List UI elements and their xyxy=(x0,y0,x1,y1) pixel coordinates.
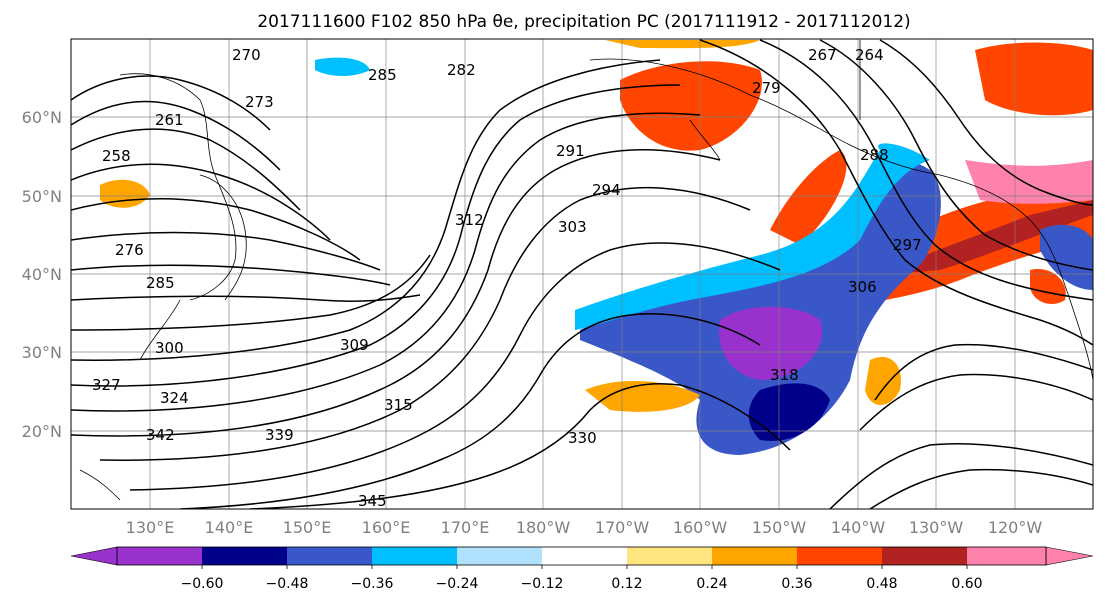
colorbar-tick-label: −0.24 xyxy=(436,576,479,592)
colorbar-swatch xyxy=(117,547,202,565)
contour-label: 285 xyxy=(146,274,175,292)
shade-canada-orange xyxy=(975,42,1093,116)
contour-label: 258 xyxy=(102,147,131,165)
colorbar-extend-low xyxy=(70,546,118,566)
figure-title: 2017111600 F102 850 hPa θe, precipitatio… xyxy=(257,12,910,32)
shade-sea-of-okhotsk-blue xyxy=(315,57,370,76)
shade-ne-pacific-core xyxy=(880,200,1093,275)
contour-label: 264 xyxy=(855,46,884,64)
colorbar-swatch xyxy=(372,547,457,565)
contour-label: 345 xyxy=(358,492,387,510)
contour-label: 273 xyxy=(245,93,274,111)
lon-label: 170°W xyxy=(595,518,650,537)
lat-label: 20°N xyxy=(22,422,62,441)
colorbar-swatch xyxy=(627,547,712,565)
colorbar-tick-label: −0.48 xyxy=(266,576,309,592)
contour-label: 297 xyxy=(893,236,922,254)
lon-label: 140°W xyxy=(831,518,886,537)
contour-label: 309 xyxy=(340,336,369,354)
lat-label: 40°N xyxy=(22,265,62,284)
colorbar-tick-label: −0.36 xyxy=(351,576,394,592)
shade-japan-orange xyxy=(100,179,150,208)
contour-label: 318 xyxy=(770,366,799,384)
colorbar-swatch xyxy=(457,547,542,565)
contour-label: 327 xyxy=(92,376,121,394)
colorbar-tick-label: 0.24 xyxy=(696,576,727,592)
shade-alaska-orange xyxy=(620,61,762,151)
colorbar-tick-label: −0.60 xyxy=(181,576,224,592)
colorbar-swatch xyxy=(882,547,967,565)
shade-navy-core xyxy=(748,383,830,441)
colorbar-tick-label: 0.60 xyxy=(951,576,982,592)
contour-label: 294 xyxy=(592,181,621,199)
longitude-labels: 130°E 140°E 150°E 160°E 170°E 180°W 170°… xyxy=(126,518,1043,537)
colorbar-swatch xyxy=(797,547,882,565)
contour-label: 291 xyxy=(556,142,585,160)
contour-label: 306 xyxy=(848,278,877,296)
contour-labels: 270 282 285 291 294 303 312 309 315 318 … xyxy=(92,46,922,510)
contour-label: 282 xyxy=(447,61,476,79)
colorbar-extend-high xyxy=(1045,546,1094,566)
contour-label: 330 xyxy=(568,429,597,447)
contour-label: 342 xyxy=(146,426,175,444)
shade-alaska-yellow xyxy=(605,40,760,49)
colorbar-ticks xyxy=(201,565,968,569)
colorbar-tick-label: −0.12 xyxy=(521,576,564,592)
lon-label: 180°W xyxy=(516,518,571,537)
colorbar-frame xyxy=(116,546,1047,566)
shade-east-pacific-orange xyxy=(865,356,901,405)
colorbar-swatch xyxy=(967,547,1046,565)
contour-label: 312 xyxy=(455,211,484,229)
colorbar-tick-label: 0.48 xyxy=(866,576,897,592)
contour-label: 270 xyxy=(232,46,261,64)
theta-e-contours xyxy=(71,39,1093,509)
contour-label: 267 xyxy=(808,46,837,64)
contour-label: 300 xyxy=(155,339,184,357)
colorbar-swatch xyxy=(542,547,627,565)
map-frame xyxy=(70,38,1094,510)
lon-label: 160°E xyxy=(362,518,411,537)
contour-label: 315 xyxy=(384,396,413,414)
colorbar-tick-label: 0.12 xyxy=(611,576,642,592)
shade-california-orange xyxy=(1030,269,1066,305)
shade-gulf-alaska-orange xyxy=(770,150,847,245)
lon-label: 150°W xyxy=(752,518,807,537)
lon-label: 130°E xyxy=(126,518,175,537)
lon-label: 120°W xyxy=(988,518,1043,537)
colorbar-tick-label: 0.36 xyxy=(781,576,812,592)
shade-purple-core xyxy=(719,306,822,380)
contour-label: 285 xyxy=(368,66,397,84)
lat-label: 60°N xyxy=(22,108,62,127)
lon-label: 130°W xyxy=(909,518,964,537)
lat-label: 50°N xyxy=(22,187,62,206)
shade-hawaii-orange xyxy=(585,380,700,412)
lon-label: 170°E xyxy=(441,518,490,537)
latitude-labels: 60°N 50°N 40°N 30°N 20°N xyxy=(22,108,62,441)
shade-central-pacific-light xyxy=(575,143,930,330)
colorbar-swatch xyxy=(287,547,372,565)
contour-label: 303 xyxy=(558,218,587,236)
colorbar-swatch xyxy=(712,547,797,565)
lon-label: 150°E xyxy=(283,518,332,537)
colorbar-swatch xyxy=(202,547,287,565)
map-panel: 270 282 285 291 294 303 312 309 315 318 … xyxy=(71,39,1093,510)
contour-label: 339 xyxy=(265,426,294,444)
contour-label: 261 xyxy=(155,111,184,129)
colorbar: −0.60 −0.48 −0.36 −0.24 −0.12 0.12 0.24 … xyxy=(70,546,1094,592)
shade-bc-coast-pink xyxy=(965,160,1093,204)
contour-label: 279 xyxy=(752,79,781,97)
contour-label: 324 xyxy=(160,389,189,407)
contour-label: 276 xyxy=(115,241,144,259)
lon-label: 160°W xyxy=(673,518,728,537)
contour-label: 288 xyxy=(860,146,889,164)
lon-label: 140°E xyxy=(205,518,254,537)
lat-label: 30°N xyxy=(22,343,62,362)
coastlines xyxy=(79,40,1093,501)
